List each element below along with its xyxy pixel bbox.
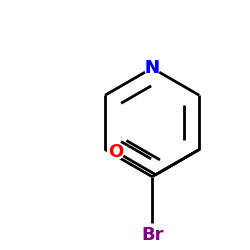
Circle shape	[108, 144, 124, 160]
Text: O: O	[108, 142, 123, 160]
Circle shape	[144, 60, 160, 76]
Text: Br: Br	[141, 226, 164, 244]
Text: N: N	[145, 59, 160, 77]
Text: N: N	[145, 59, 160, 77]
